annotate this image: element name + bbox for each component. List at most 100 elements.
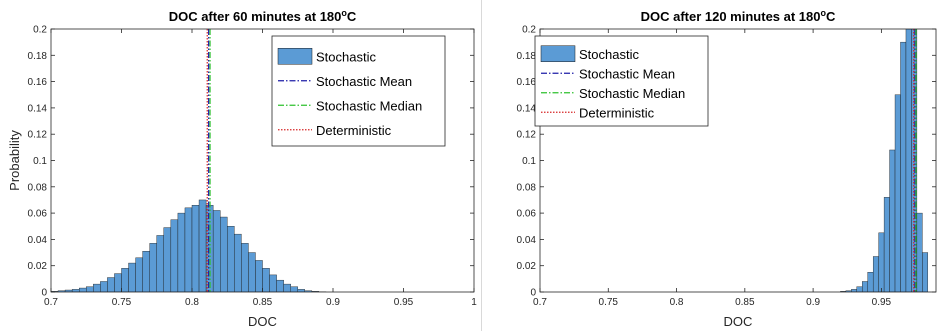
legend-label: Deterministic bbox=[316, 123, 392, 138]
x-tick-label: 0.8 bbox=[185, 297, 199, 308]
legend: Stochastic Stochastic Mean Stochastic Medi… bbox=[535, 36, 708, 126]
chart-title-main: DOC after 60 minutes at 180 bbox=[169, 9, 342, 24]
histogram-bar bbox=[284, 284, 291, 292]
y-tick-label: 0.18 bbox=[28, 51, 48, 62]
histogram-bar bbox=[906, 29, 911, 292]
y-tick-label: 0.16 bbox=[28, 77, 48, 88]
histogram-bar bbox=[862, 281, 867, 292]
chart-panel-1: 00.020.040.060.080.10.120.140.160.180.20… bbox=[7, 8, 477, 329]
y-tick-label: 0.04 bbox=[517, 235, 537, 246]
y-tick-label: 0.12 bbox=[28, 130, 48, 141]
histogram-bar bbox=[86, 287, 93, 292]
histogram-bar bbox=[136, 258, 143, 292]
histogram-bars bbox=[51, 200, 326, 292]
histogram-bar bbox=[143, 251, 150, 292]
histogram-bar bbox=[100, 281, 107, 292]
histogram-bar bbox=[868, 272, 873, 292]
x-axis-label: DOC bbox=[248, 314, 277, 329]
histogram-bar bbox=[241, 243, 248, 292]
y-tick-label: 0.14 bbox=[517, 103, 537, 114]
legend-label: Stochastic bbox=[579, 47, 639, 62]
legend: Stochastic Stochastic Mean Stochastic Medi… bbox=[272, 36, 445, 146]
histogram-bar bbox=[255, 260, 262, 292]
histogram-bar bbox=[178, 213, 185, 292]
histogram-bar bbox=[890, 150, 895, 292]
x-tick-label: 0.7 bbox=[44, 297, 58, 308]
histogram-bar bbox=[227, 226, 234, 292]
chart-title-main: DOC after 120 minutes at 180 bbox=[641, 9, 821, 24]
legend-label: Deterministic bbox=[579, 105, 655, 120]
histogram-bar bbox=[150, 243, 157, 292]
legend-swatch-stochastic bbox=[278, 48, 312, 64]
panel-divider bbox=[481, 0, 482, 331]
chart-title: DOC after 60 minutes at 180oC bbox=[169, 8, 357, 24]
histogram-bar bbox=[129, 263, 136, 292]
y-tick-label: 0.12 bbox=[517, 130, 537, 141]
y-tick-label: 0.04 bbox=[28, 235, 48, 246]
y-tick-label: 0.06 bbox=[28, 209, 48, 220]
chart-title-unit: C bbox=[347, 9, 357, 24]
x-tick-label: 0.95 bbox=[394, 297, 414, 308]
histogram-bar bbox=[248, 253, 255, 292]
histogram-bar bbox=[291, 287, 298, 292]
histogram-bar bbox=[234, 234, 241, 292]
histogram-bar bbox=[107, 278, 114, 292]
x-tick-label: 0.85 bbox=[253, 297, 273, 308]
x-tick-label: 0.75 bbox=[599, 297, 619, 308]
x-tick-label: 0.9 bbox=[806, 297, 820, 308]
legend-label: Stochastic Median bbox=[316, 98, 422, 113]
y-tick-label: 0.02 bbox=[28, 261, 48, 272]
legend-label: Stochastic Mean bbox=[579, 66, 675, 81]
histogram-bar bbox=[114, 274, 121, 292]
histogram-bar bbox=[895, 95, 900, 292]
histogram-bar bbox=[171, 220, 178, 292]
histogram-bar bbox=[220, 217, 227, 292]
histogram-bar bbox=[922, 253, 927, 292]
x-tick-label: 0.75 bbox=[112, 297, 132, 308]
y-tick-label: 0.16 bbox=[517, 77, 537, 88]
histogram-bar bbox=[277, 280, 284, 292]
histogram-bar bbox=[873, 256, 878, 292]
y-tick-label: 0.02 bbox=[517, 261, 537, 272]
chart-title-unit: C bbox=[826, 9, 836, 24]
y-axis-label: Probability bbox=[7, 130, 22, 191]
histogram-bar bbox=[879, 233, 884, 292]
x-tick-label: 1 bbox=[471, 297, 477, 308]
legend-label: Stochastic Mean bbox=[316, 74, 412, 89]
x-tick-label: 0.85 bbox=[735, 297, 755, 308]
legend-label: Stochastic Median bbox=[579, 86, 685, 101]
x-tick-label: 0.95 bbox=[872, 297, 892, 308]
histogram-bar bbox=[857, 287, 862, 292]
chart-title: DOC after 120 minutes at 180oC bbox=[641, 8, 836, 24]
y-tick-label: 0.1 bbox=[33, 156, 47, 167]
y-tick-label: 0.1 bbox=[522, 156, 536, 167]
legend-swatch-stochastic bbox=[541, 46, 575, 62]
histogram-bar bbox=[270, 275, 277, 292]
y-tick-label: 0.2 bbox=[33, 25, 47, 36]
legend-label: Stochastic bbox=[316, 49, 376, 64]
histogram-bar bbox=[93, 284, 100, 292]
x-tick-label: 0.9 bbox=[326, 297, 340, 308]
histogram-bar bbox=[917, 213, 922, 292]
histogram-bar bbox=[164, 228, 171, 292]
histogram-bar bbox=[79, 288, 86, 292]
y-tick-label: 0.14 bbox=[28, 103, 48, 114]
x-tick-label: 0.7 bbox=[533, 297, 547, 308]
histogram-bar bbox=[192, 205, 199, 292]
y-tick-label: 0.18 bbox=[517, 51, 537, 62]
histogram-bar bbox=[213, 210, 220, 292]
x-tick-label: 0.8 bbox=[670, 297, 684, 308]
histogram-bar bbox=[199, 200, 206, 292]
x-axis-label: DOC bbox=[724, 314, 753, 329]
y-tick-label: 0.08 bbox=[28, 182, 48, 193]
histogram-bar bbox=[884, 197, 889, 292]
histogram-bar bbox=[157, 235, 164, 292]
histogram-bar bbox=[900, 42, 905, 292]
histogram-bar bbox=[263, 268, 270, 292]
histogram-bar bbox=[122, 268, 129, 292]
chart-panel-2: 00.020.040.060.080.10.120.140.160.180.20… bbox=[517, 8, 936, 329]
y-tick-label: 0.08 bbox=[517, 182, 537, 193]
y-tick-label: 0.2 bbox=[522, 25, 536, 36]
